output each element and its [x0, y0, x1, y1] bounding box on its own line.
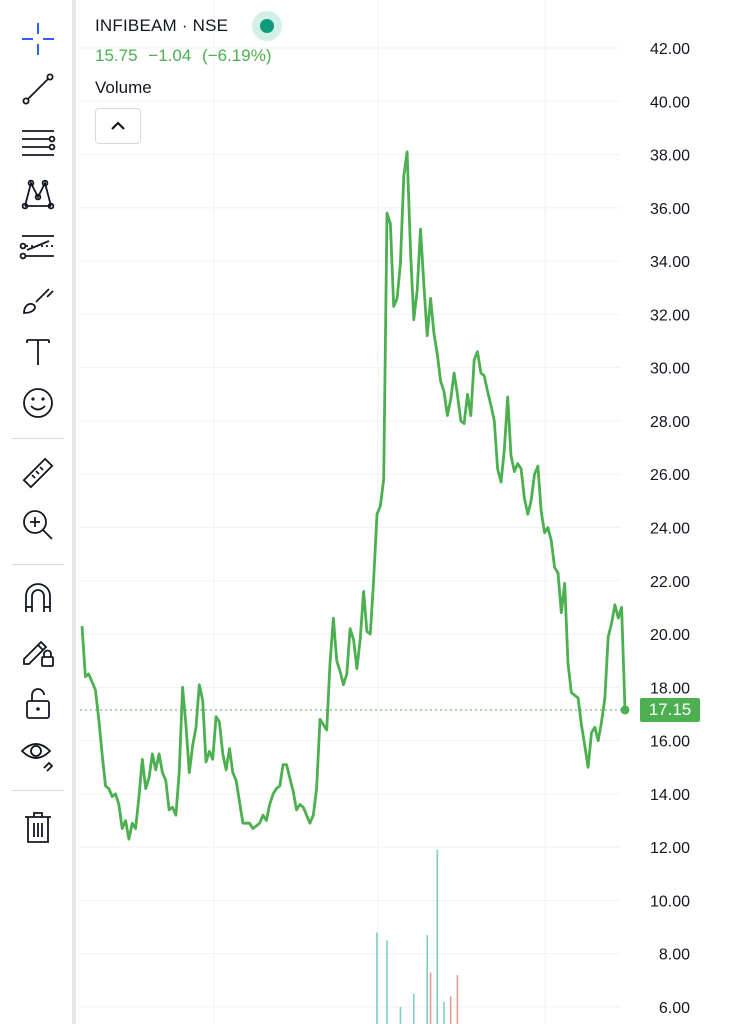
trend-line-icon[interactable]	[14, 67, 62, 111]
last-point-marker	[620, 705, 630, 715]
chart-area[interactable]: 42.00 40.00 38.00 36.00 34.00 32.00 30.00 28.00…	[80, 0, 737, 1024]
horizontal-lines-icon[interactable]	[14, 120, 62, 164]
visibility-icon[interactable]	[14, 731, 62, 775]
y-axis-tick-label: 22.00	[650, 574, 690, 591]
drawing-toolbar	[0, 0, 76, 1024]
symbol-title[interactable]: INFIBEAM · NSE	[95, 16, 228, 36]
price-change: −1.04	[148, 46, 192, 65]
text-tool-icon[interactable]	[14, 329, 62, 373]
y-axis-tick-label: 24.00	[650, 521, 690, 538]
last-price: 15.75	[95, 46, 138, 65]
toolbar-divider	[12, 564, 64, 565]
y-axis-tick-label: 12.00	[650, 840, 690, 857]
y-axis-tick-label: 26.00	[650, 467, 690, 484]
pattern-icon[interactable]	[14, 172, 62, 216]
current-price-label: 17.15	[640, 697, 700, 722]
y-axis-tick-label: 8.00	[659, 947, 690, 964]
toolbar-divider	[12, 790, 64, 791]
trash-icon[interactable]	[14, 805, 62, 849]
y-axis-tick-label: 28.00	[650, 414, 690, 431]
toolbar-divider	[12, 438, 64, 439]
y-axis-tick-label: 20.00	[650, 627, 690, 644]
y-axis-tick-label: 18.00	[650, 680, 690, 697]
price-chart[interactable]: 42.00 40.00 38.00 36.00 34.00 32.00 30.00 28.00…	[80, 0, 737, 1024]
chart-legend: INFIBEAM · NSE 15.75 −1.04 (−6.19%) Volu…	[95, 11, 283, 144]
chevron-up-icon	[111, 121, 125, 130]
y-axis-tick-label: 14.00	[650, 787, 690, 804]
price-change-percent: (−6.19%)	[202, 46, 272, 65]
ruler-icon[interactable]	[14, 451, 62, 495]
exchange-name: NSE	[192, 16, 229, 35]
y-axis-tick-label: 10.00	[650, 893, 690, 910]
lock-drawing-icon[interactable]	[14, 628, 62, 672]
crosshair-icon[interactable]	[14, 17, 62, 61]
y-axis-tick-label: 36.00	[650, 201, 690, 218]
symbol-name: INFIBEAM	[95, 16, 177, 35]
y-axis-tick-label: 32.00	[650, 307, 690, 324]
market-status-icon[interactable]	[252, 11, 283, 41]
y-axis-tick-label: 38.00	[650, 148, 690, 165]
y-axis-tick-label: 34.00	[650, 254, 690, 271]
zoom-in-icon[interactable]	[14, 503, 62, 547]
y-axis-tick-label: 42.00	[650, 41, 690, 58]
unlock-icon[interactable]	[14, 681, 62, 725]
volume-indicator-label[interactable]: Volume	[95, 78, 152, 97]
brush-icon[interactable]	[14, 277, 62, 321]
price-line	[80, 150, 627, 841]
y-axis-tick-label: 16.00	[650, 734, 690, 751]
y-axis-tick-label: 6.00	[659, 1000, 690, 1017]
quote-row: 15.75 −1.04 (−6.19%)	[95, 46, 282, 66]
y-axis-tick-label: 40.00	[650, 94, 690, 111]
fib-levels-icon[interactable]	[14, 224, 62, 268]
collapse-legend-button[interactable]	[95, 108, 141, 144]
magnet-icon[interactable]	[14, 576, 62, 620]
y-axis-tick-label: 30.00	[650, 361, 690, 378]
symbol-separator: ·	[181, 16, 188, 35]
emoji-icon[interactable]	[14, 381, 62, 425]
